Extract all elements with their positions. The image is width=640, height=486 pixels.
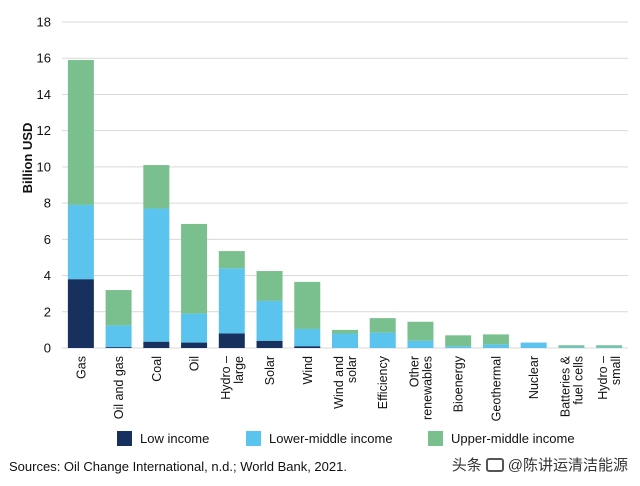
source-note: Sources: Oil Change International, n.d.;… [9,459,347,474]
y-tick-label: 6 [44,232,51,247]
bar-segment-upper-middle-income-9 [407,321,434,341]
legend-label-upper-middle-income: Upper-middle income [451,431,575,446]
bar-segment-upper-middle-income-10 [445,335,472,347]
bars [67,60,623,348]
bar-segment-lower-middle-income-2 [143,208,170,342]
bar-segment-lower-middle-income-14 [596,347,623,348]
x-category-label: Bioenergy [452,355,466,412]
bar-segment-low-income-6 [294,346,321,348]
x-category-label: Oil and gas [112,356,126,419]
bar-segment-lower-middle-income-7 [332,333,358,348]
y-tick-label: 10 [37,159,51,174]
bar-segment-low-income-1 [105,347,132,348]
watermark-prefix: 头条 [451,457,482,474]
x-category-label: Hydro –large [219,356,246,400]
x-axis-categories: Gas Oil and gas Coal Oil Hydro –large Solar Wi… [74,355,623,421]
bar-segment-lower-middle-income-13 [558,347,585,348]
bar-segment-upper-middle-income-13 [558,345,585,348]
y-tick-label: 16 [37,51,51,66]
bar-segment-low-income-4 [218,333,245,348]
x-category-label: Nuclear [527,356,541,399]
bar-segment-upper-middle-income-0 [67,60,94,205]
bar-segment-upper-middle-income-1 [105,290,132,326]
bar-segment-low-income-0 [67,279,94,348]
bar-segment-upper-middle-income-8 [369,318,396,333]
bar-segment-lower-middle-income-3 [181,313,208,343]
bar-segment-upper-middle-income-5 [256,271,283,301]
watermark-handle: @陈讲运清洁能源 [507,457,628,474]
bar-segment-lower-middle-income-6 [294,328,321,347]
legend-item-lower-middle-income: Lower-middle income [246,431,393,446]
x-category-label: Solar [263,356,277,385]
x-category-label: Otherrenewables [407,356,434,420]
bar-segment-upper-middle-income-11 [482,334,509,345]
watermark: 头条 @陈讲运清洁能源 [452,454,628,475]
y-tick-label: 0 [44,341,51,356]
legend: Low income Lower-middle income Upper-mid… [0,431,640,455]
bar-segment-low-income-3 [181,342,208,348]
x-category-label: Efficiency [376,355,390,409]
bar-segment-lower-middle-income-8 [369,332,396,348]
legend-swatch-low-income [117,431,132,446]
x-category-label: Gas [74,356,88,379]
x-category-label: Wind andsolar [332,356,359,409]
bar-segment-lower-middle-income-12 [520,342,547,348]
x-category-label: Oil [188,356,202,371]
bar-segment-upper-middle-income-2 [143,165,170,209]
legend-item-low-income: Low income [117,431,209,446]
x-category-label: Hydro –small [596,356,623,400]
y-tick-label: 12 [37,123,51,138]
bar-segment-upper-middle-income-4 [218,251,245,269]
bar-segment-lower-middle-income-10 [445,346,472,348]
bar-segment-upper-middle-income-7 [332,329,358,334]
bar-segment-low-income-5 [256,340,283,348]
y-axis-title: Billion USD [20,123,35,194]
bar-segment-lower-middle-income-0 [67,204,94,280]
bar-segment-lower-middle-income-1 [105,325,132,348]
x-category-label: Wind [301,356,315,385]
x-category-label: Geothermal [489,356,503,421]
bar-segment-low-income-2 [143,341,170,348]
bar-segment-lower-middle-income-5 [256,300,283,341]
legend-label-lower-middle-income: Lower-middle income [269,431,393,446]
y-tick-label: 4 [44,268,51,283]
legend-swatch-upper-middle-income [428,431,443,446]
y-tick-label: 14 [37,87,51,102]
legend-swatch-lower-middle-income [246,431,261,446]
legend-label-low-income: Low income [140,431,210,446]
y-tick-label: 2 [44,304,51,319]
y-tick-label: 8 [44,196,51,211]
x-category-label: Coal [150,356,164,382]
x-category-label: Batteries &fuel cells [558,355,585,417]
y-tick-label: 18 [37,15,51,30]
camera-icon [485,457,504,472]
bar-segment-lower-middle-income-4 [218,268,245,334]
bar-segment-lower-middle-income-11 [482,344,509,348]
bar-segment-upper-middle-income-6 [294,281,321,329]
legend-item-upper-middle-income: Upper-middle income [428,431,575,446]
bar-segment-lower-middle-income-9 [407,340,434,348]
y-axis-ticks: 0 2 4 6 8 10 12 14 16 18 [37,15,51,356]
bar-segment-upper-middle-income-14 [596,345,623,348]
bar-segment-upper-middle-income-3 [181,223,208,314]
